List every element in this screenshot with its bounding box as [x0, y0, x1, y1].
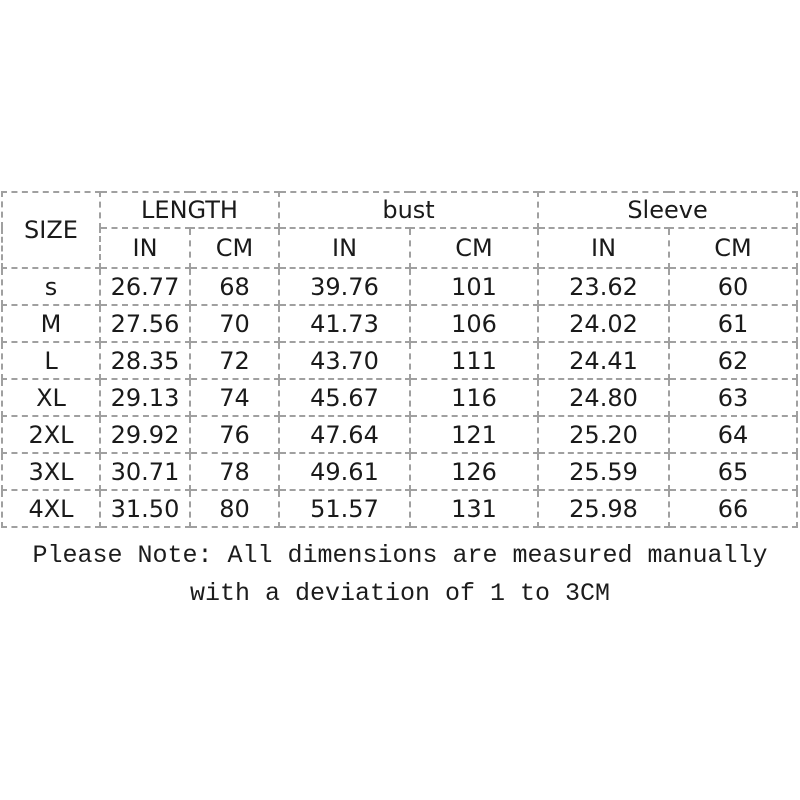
- column-header-size: SIZE: [1, 191, 101, 269]
- length-cm-value: 76: [189, 415, 280, 454]
- bust-in-value: 39.76: [278, 267, 411, 306]
- bust-cm-value: 111: [408, 341, 540, 380]
- size-label: 3XL: [1, 452, 101, 491]
- table-row-3xl: 3XL 30.71 78 49.61 126 25.59 65: [1, 452, 799, 491]
- note-line-1: Please Note: All dimensions are measured…: [32, 541, 768, 570]
- sleeve-in-value: 24.02: [537, 304, 671, 343]
- length-cm-value: 72: [189, 341, 280, 380]
- bust-cm-value: 101: [408, 267, 540, 306]
- table-row-l: L 28.35 72 43.70 111 24.41 62: [1, 341, 799, 380]
- size-label: 4XL: [1, 489, 101, 528]
- unit-header-sleeve-in: IN: [537, 227, 671, 269]
- sleeve-cm-value: 62: [668, 341, 799, 380]
- table-row-xl: XL 29.13 74 45.67 116 24.80 63: [1, 378, 799, 417]
- note-line-2: with a deviation of 1 to 3CM: [189, 579, 611, 608]
- column-header-length: LENGTH: [99, 191, 280, 229]
- length-in-value: 26.77: [99, 267, 191, 306]
- length-in-value: 29.92: [99, 415, 191, 454]
- unit-header-bust-cm: CM: [408, 227, 540, 269]
- bust-cm-value: 126: [408, 452, 540, 491]
- sleeve-cm-value: 65: [668, 452, 799, 491]
- length-cm-value: 68: [189, 267, 280, 306]
- table-row-s: s 26.77 68 39.76 101 23.62 60: [1, 267, 799, 306]
- size-label: s: [1, 267, 101, 306]
- bust-cm-value: 116: [408, 378, 540, 417]
- unit-header-length-cm: CM: [189, 227, 280, 269]
- table-header-groups-row: SIZE LENGTH bust Sleeve: [1, 191, 799, 269]
- sleeve-in-value: 25.59: [537, 452, 671, 491]
- table-row-2xl: 2XL 29.92 76 47.64 121 25.20 64: [1, 415, 799, 454]
- bust-in-value: 49.61: [278, 452, 411, 491]
- sleeve-cm-value: 66: [668, 489, 799, 528]
- sleeve-cm-value: 61: [668, 304, 799, 343]
- length-in-value: 29.13: [99, 378, 191, 417]
- table-header-units-row: IN CM IN CM IN CM: [2, 227, 799, 269]
- unit-header-length-in: IN: [99, 227, 191, 269]
- size-label: 2XL: [1, 415, 101, 454]
- sleeve-in-value: 24.41: [537, 341, 671, 380]
- unit-header-sleeve-cm: CM: [668, 227, 799, 269]
- length-in-value: 30.71: [99, 452, 191, 491]
- length-cm-value: 80: [189, 489, 280, 528]
- column-header-sleeve: Sleeve: [537, 191, 799, 229]
- measurement-note: Please Note: All dimensions are measured…: [0, 537, 800, 613]
- size-label: L: [1, 341, 101, 380]
- sleeve-cm-value: 60: [668, 267, 799, 306]
- length-cm-value: 74: [189, 378, 280, 417]
- sleeve-cm-value: 63: [668, 378, 799, 417]
- size-table: SIZE LENGTH bust Sleeve IN CM IN CM IN C…: [1, 191, 799, 528]
- length-in-value: 28.35: [99, 341, 191, 380]
- bust-in-value: 45.67: [278, 378, 411, 417]
- bust-in-value: 41.73: [278, 304, 411, 343]
- table-row-4xl: 4XL 31.50 80 51.57 131 25.98 66: [1, 489, 799, 528]
- sleeve-cm-value: 64: [668, 415, 799, 454]
- sleeve-in-value: 23.62: [537, 267, 671, 306]
- sleeve-in-value: 25.20: [537, 415, 671, 454]
- bust-in-value: 43.70: [278, 341, 411, 380]
- length-cm-value: 70: [189, 304, 280, 343]
- bust-cm-value: 121: [408, 415, 540, 454]
- size-label: XL: [1, 378, 101, 417]
- bust-in-value: 51.57: [278, 489, 411, 528]
- table-row-m: M 27.56 70 41.73 106 24.02 61: [1, 304, 799, 343]
- size-label: M: [1, 304, 101, 343]
- unit-header-bust-in: IN: [278, 227, 411, 269]
- length-cm-value: 78: [189, 452, 280, 491]
- length-in-value: 31.50: [99, 489, 191, 528]
- bust-cm-value: 106: [408, 304, 540, 343]
- sleeve-in-value: 24.80: [537, 378, 671, 417]
- column-header-bust: bust: [277, 191, 540, 229]
- length-in-value: 27.56: [99, 304, 191, 343]
- bust-in-value: 47.64: [278, 415, 411, 454]
- bust-cm-value: 131: [408, 489, 540, 528]
- sleeve-in-value: 25.98: [537, 489, 671, 528]
